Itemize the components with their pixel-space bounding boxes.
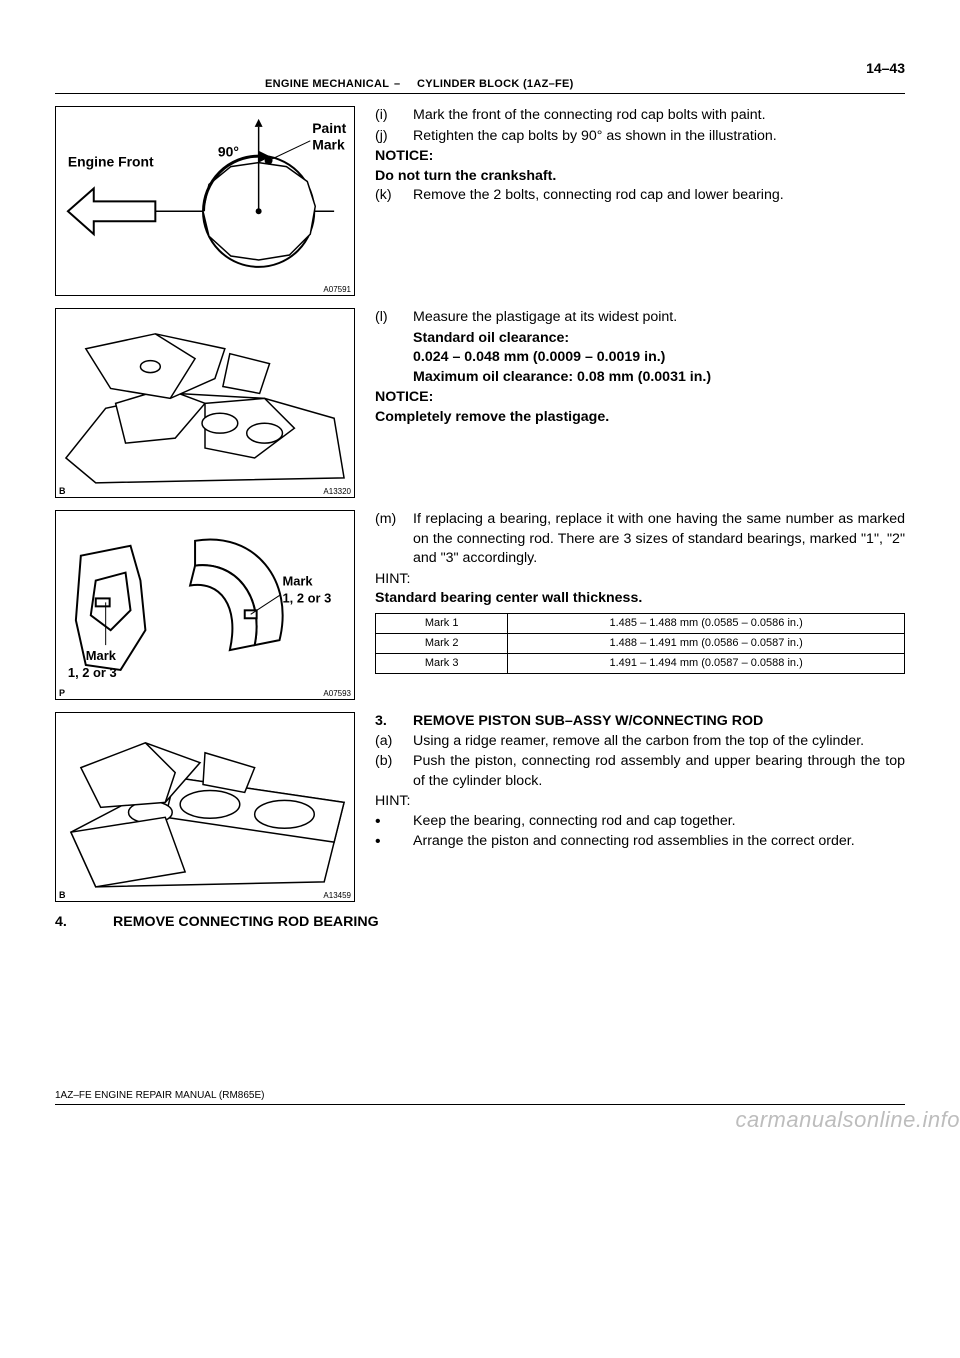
bullet-1: Keep the bearing, connecting rod and cap… — [413, 812, 736, 832]
fig3-code: A07593 — [323, 689, 351, 698]
fig4-code: A13459 — [323, 891, 351, 900]
tbl-r2c2: 1.488 – 1.491 mm (0.0586 – 0.0587 in.) — [508, 634, 905, 654]
sec3-text: REMOVE PISTON SUB–ASSY W/CONNECTING ROD — [413, 712, 763, 732]
step-i-label: (i) — [375, 106, 413, 126]
bullet-2: Arrange the piston and connecting rod as… — [413, 832, 855, 852]
notice-1-t: Do not turn the crankshaft. — [375, 167, 905, 187]
tbl-r1c1: Mark 1 — [376, 613, 508, 633]
tbl-r1c2: 1.485 – 1.488 mm (0.0585 – 0.0586 in.) — [508, 613, 905, 633]
figure-4: B A13459 — [55, 712, 355, 902]
paint-dot — [265, 157, 273, 165]
step-j-text: Retighten the cap bolts by 90° as shown … — [413, 127, 905, 147]
tbl-title: Standard bearing center wall thickness. — [375, 589, 905, 609]
sec3-num: 3. — [375, 712, 413, 732]
notice-2-h: NOTICE: — [375, 388, 905, 408]
fig2-letter: B — [59, 486, 66, 496]
notice-1-h: NOTICE: — [375, 147, 905, 167]
figure-2: B A13320 — [55, 308, 355, 498]
sub-2: 0.024 – 0.048 mm (0.0009 – 0.0019 in.) — [413, 348, 905, 368]
step-l-label: (l) — [375, 308, 413, 328]
row-4: B A13459 3.REMOVE PISTON SUB–ASSY W/CONN… — [55, 712, 905, 902]
fig2-code: A13320 — [323, 487, 351, 496]
paint-leader — [269, 141, 311, 161]
tbl-r2c1: Mark 2 — [376, 634, 508, 654]
sec4-text: REMOVE CONNECTING ROD BEARING — [113, 914, 379, 930]
step-a-text: Using a ridge reamer, remove all the car… — [413, 732, 905, 752]
page: 14–43 ENGINE MECHANICAL – CYLINDER BLOCK… — [0, 0, 960, 1145]
notice-2-t: Completely remove the plastigage. — [375, 408, 905, 428]
figure-1: Engine Front 90° Paint Mark — [55, 106, 355, 296]
row-2: B A13320 (l)Measure the plastigage at it… — [55, 308, 905, 498]
fig1-mark: Mark — [312, 137, 345, 153]
up-arrow-icon — [255, 119, 263, 127]
step-a-label: (a) — [375, 732, 413, 752]
fig1-paint: Paint — [312, 120, 346, 136]
step-l-text: Measure the plastigage at its widest poi… — [413, 308, 905, 328]
fig4-letter: B — [59, 890, 66, 900]
arrow-icon — [68, 188, 155, 234]
table-row: Mark 11.485 – 1.488 mm (0.0585 – 0.0586 … — [376, 613, 905, 633]
block-1: (i)Mark the front of the connecting rod … — [375, 106, 905, 207]
hint-4-h: HINT: — [375, 792, 905, 812]
row-3: Mark 1, 2 or 3 Mark 1, 2 or 3 P A07593 (… — [55, 510, 905, 700]
fig3-mark-top: Mark — [282, 573, 313, 588]
fig1-engine-front: Engine Front — [68, 154, 154, 170]
page-number: 14–43 — [55, 60, 905, 76]
row-1: Engine Front 90° Paint Mark — [55, 106, 905, 296]
step-b-label: (b) — [375, 752, 413, 791]
block-4: 3.REMOVE PISTON SUB–ASSY W/CONNECTING RO… — [375, 712, 905, 851]
hint-3-h: HINT: — [375, 570, 905, 590]
bearing-table: Mark 11.485 – 1.488 mm (0.0585 – 0.0586 … — [375, 613, 905, 675]
tbl-r3c1: Mark 3 — [376, 654, 508, 674]
block-2: (l)Measure the plastigage at its widest … — [375, 308, 905, 428]
header-subtitle: CYLINDER BLOCK (1AZ–FE) — [417, 78, 574, 90]
tbl-r3c2: 1.491 – 1.494 mm (0.0587 – 0.0588 in.) — [508, 654, 905, 674]
sub-1: Standard oil clearance: — [413, 329, 905, 349]
figure-3: Mark 1, 2 or 3 Mark 1, 2 or 3 P A07593 — [55, 510, 355, 700]
step-m-text: If replacing a bearing, replace it with … — [413, 510, 905, 569]
step-j-label: (j) — [375, 127, 413, 147]
fig1-code: A07591 — [323, 285, 351, 294]
sec4-num: 4. — [55, 914, 113, 930]
block-3: (m)If replacing a bearing, replace it wi… — [375, 510, 905, 674]
table-row: Mark 21.488 – 1.491 mm (0.0586 – 0.0587 … — [376, 634, 905, 654]
step-k-label: (k) — [375, 186, 413, 206]
fig3-vals-bot: 1, 2 or 3 — [68, 665, 117, 680]
header-dash: – — [394, 78, 400, 90]
engine-sketch-icon — [66, 334, 344, 483]
step-b-text: Push the piston, connecting rod assembly… — [413, 752, 905, 791]
watermark: carmanualsonline.info — [735, 1107, 960, 1133]
header-line: ENGINE MECHANICAL – CYLINDER BLOCK (1AZ–… — [55, 78, 905, 94]
step-m-label: (m) — [375, 510, 413, 569]
table-row: Mark 31.491 – 1.494 mm (0.0587 – 0.0588 … — [376, 654, 905, 674]
footer: 1AZ–FE ENGINE REPAIR MANUAL (RM865E) — [55, 1090, 905, 1105]
header-title: ENGINE MECHANICAL — [265, 78, 389, 90]
fig3-mark-bot: Mark — [86, 648, 117, 663]
fig1-angle: 90° — [218, 144, 239, 160]
step-i-text: Mark the front of the connecting rod cap… — [413, 106, 905, 126]
fig3-vals-top: 1, 2 or 3 — [282, 590, 331, 605]
sub-3: Maximum oil clearance: 0.08 mm (0.0031 i… — [413, 368, 905, 388]
step-k-text: Remove the 2 bolts, connecting rod cap a… — [413, 186, 905, 206]
cylinder-block-icon — [71, 743, 344, 887]
bullet-icon: • — [375, 832, 413, 852]
fig3-letter: P — [59, 688, 65, 698]
bullet-icon: • — [375, 812, 413, 832]
section-4: 4. REMOVE CONNECTING ROD BEARING — [55, 914, 905, 930]
